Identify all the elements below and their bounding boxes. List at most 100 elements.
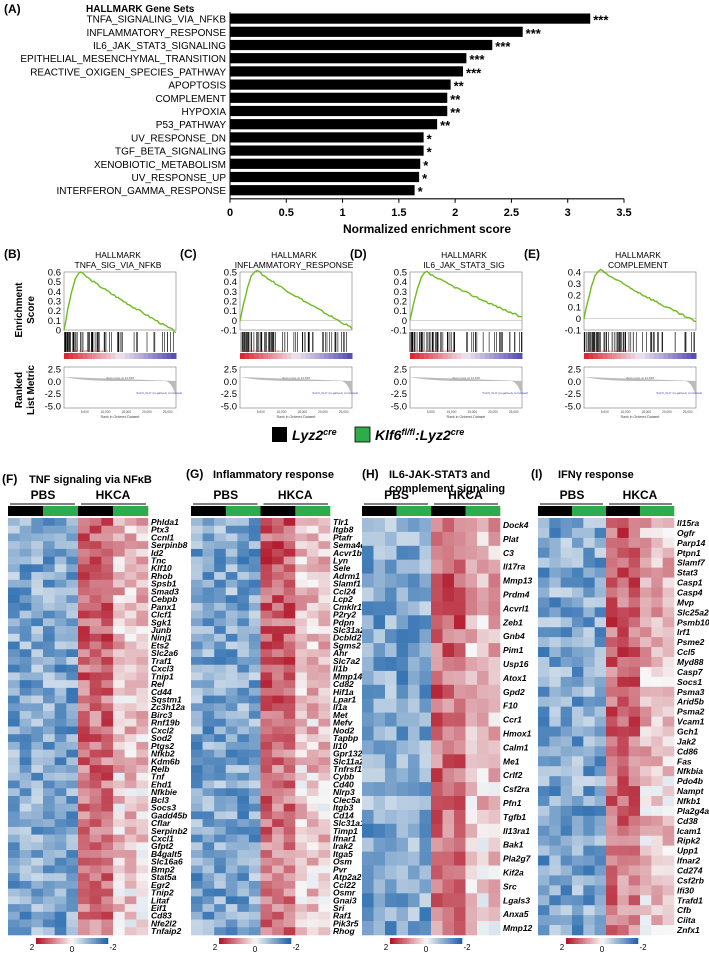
heatmap-cell bbox=[454, 768, 466, 783]
heatmap-cell bbox=[124, 533, 137, 542]
bar-chart-title: HALLMARK Gene Sets bbox=[86, 4, 195, 15]
heatmap-cell bbox=[628, 845, 641, 856]
heatmap-cell bbox=[628, 786, 641, 797]
heatmap-cell bbox=[583, 657, 595, 668]
bar bbox=[230, 145, 424, 156]
heatmap-cell bbox=[202, 672, 215, 681]
heatmap-cell bbox=[538, 875, 550, 886]
heatmap-cell bbox=[8, 811, 20, 820]
heatmap-cell bbox=[431, 823, 443, 838]
heatmap-cell bbox=[549, 676, 561, 688]
heatmap-cell bbox=[214, 657, 227, 666]
heatmap-cell bbox=[214, 564, 227, 573]
heatmap-cell bbox=[43, 803, 55, 812]
heatmap-cell bbox=[651, 845, 663, 856]
heatmap-cell bbox=[8, 695, 20, 704]
heatmap-cell bbox=[272, 541, 284, 550]
heatmap-cell bbox=[8, 541, 20, 550]
heatmap-cell bbox=[640, 796, 652, 807]
gsea-title: HALLMARK bbox=[441, 250, 487, 260]
heatmap-cell bbox=[124, 595, 137, 604]
heatmap-cell bbox=[318, 657, 331, 666]
bar bbox=[230, 158, 421, 169]
heatmap-cell bbox=[419, 796, 432, 811]
heatmap-cell bbox=[560, 666, 573, 678]
color-scale-segment bbox=[635, 938, 639, 944]
es-plot-frame bbox=[239, 271, 353, 331]
heatmap-cell bbox=[628, 925, 641, 936]
rank-gradient-segment bbox=[101, 353, 107, 359]
color-scale-segment bbox=[281, 938, 285, 944]
heatmap-cell bbox=[583, 875, 595, 886]
rank-gradient-segment bbox=[314, 353, 320, 359]
heatmap-cell bbox=[202, 533, 215, 542]
heatmap-cell bbox=[237, 834, 250, 843]
heatmap-cell bbox=[396, 643, 409, 658]
heatmap-cell bbox=[66, 826, 79, 835]
color-scale-segment bbox=[255, 938, 258, 944]
annotation-cell bbox=[442, 506, 455, 516]
heatmap-cell bbox=[101, 919, 114, 928]
heatmap-cell bbox=[617, 607, 629, 618]
heatmap-cell bbox=[662, 676, 675, 688]
rank-gradient-segment bbox=[240, 353, 246, 359]
heatmap-cell bbox=[318, 788, 331, 797]
gene-label: Nfkbie bbox=[151, 787, 177, 797]
heatmap-cell bbox=[594, 875, 607, 886]
rank-gradient-segment bbox=[305, 353, 311, 359]
heatmap-cell bbox=[101, 826, 114, 835]
heatmap-cell bbox=[617, 885, 629, 896]
heatmap-cell bbox=[628, 696, 641, 707]
gene-label: Litaf bbox=[151, 895, 170, 905]
heatmap-cell bbox=[101, 525, 114, 534]
heatmap-cell bbox=[237, 572, 250, 581]
heatmap-cell bbox=[237, 525, 250, 534]
es-curve bbox=[583, 268, 697, 322]
heatmap-cell bbox=[606, 855, 618, 866]
color-scale-segment bbox=[247, 938, 251, 944]
heatmap-cell bbox=[272, 711, 284, 720]
zero-cross-label: Zero cross at 13,548 bbox=[106, 376, 134, 380]
heatmap-cell bbox=[248, 749, 261, 758]
heatmap-cell bbox=[538, 845, 550, 856]
heatmap-cell bbox=[202, 888, 215, 897]
heatmap-cell bbox=[31, 857, 44, 866]
gsea-title: INFLAMMATORY_RESPONSE bbox=[235, 260, 354, 270]
heatmap-cell bbox=[477, 573, 489, 588]
color-scale-segment bbox=[64, 938, 68, 944]
heatmap-cell bbox=[214, 633, 227, 642]
heatmap-cell bbox=[442, 698, 455, 713]
heatmap-cell bbox=[549, 845, 561, 856]
gene-label: Gadd45b bbox=[151, 810, 187, 820]
heatmap-cell bbox=[560, 776, 573, 787]
heatmap-cell bbox=[89, 641, 102, 650]
rlm-tick-label: -5.0 bbox=[45, 402, 61, 413]
heatmap-cell bbox=[373, 531, 386, 547]
heatmap-cell bbox=[225, 765, 238, 774]
heatmap-cell bbox=[560, 716, 573, 727]
heatmap-cell bbox=[214, 772, 227, 781]
heatmap-cell bbox=[295, 919, 308, 928]
annotation-cell bbox=[640, 506, 652, 516]
heatmap-cell bbox=[640, 865, 652, 876]
gene-label: Pim1 bbox=[503, 645, 524, 655]
heatmap-cell bbox=[583, 676, 595, 688]
heatmap-cell bbox=[396, 601, 409, 616]
heatmap-cell bbox=[225, 711, 238, 720]
heatmap-cell bbox=[43, 765, 55, 774]
heatmap-cell bbox=[191, 850, 203, 859]
heatmap-cell bbox=[488, 768, 501, 783]
heatmap-cell bbox=[538, 895, 550, 906]
heatmap-cell bbox=[283, 680, 296, 689]
heatmap-cell bbox=[136, 842, 149, 851]
heatmap-cell bbox=[606, 637, 618, 648]
heatmap-cell bbox=[306, 796, 319, 805]
heatmap-cell bbox=[260, 857, 273, 866]
heatmap-cell bbox=[54, 741, 67, 750]
heatmap-cell bbox=[373, 837, 386, 852]
rank-gradient-segment bbox=[73, 353, 79, 359]
gene-label: Casp4 bbox=[677, 587, 703, 597]
rank-tick-label: 20,000 bbox=[662, 410, 672, 414]
heatmap-cell bbox=[272, 865, 284, 874]
heatmap-cell bbox=[651, 537, 663, 549]
